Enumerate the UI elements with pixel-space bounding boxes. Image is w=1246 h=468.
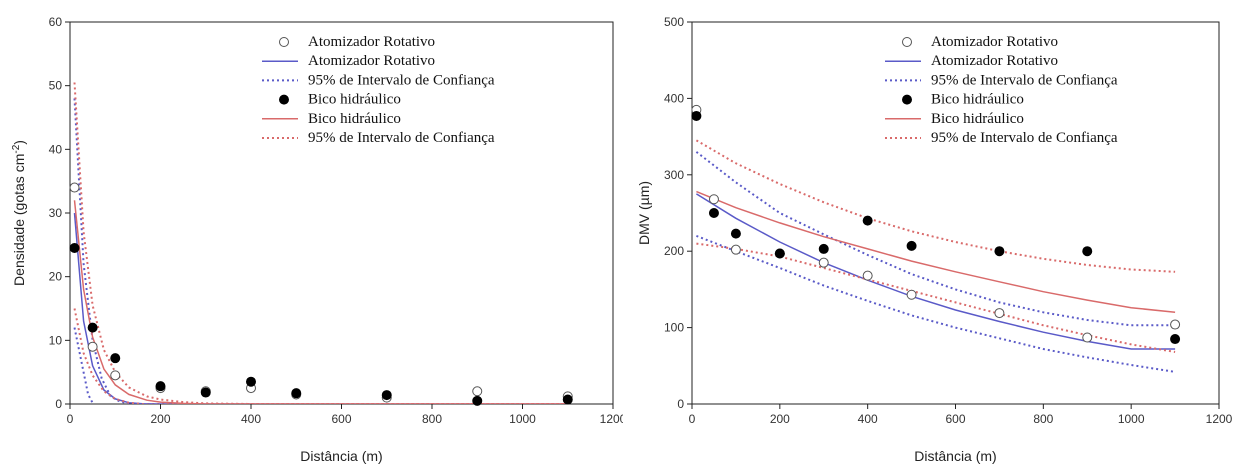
- y-axis-title-end: ): [11, 140, 27, 145]
- bico-point: [708, 208, 719, 218]
- legend-label: Bico hidráulico: [931, 111, 1024, 127]
- y-tick-label: 20: [49, 270, 63, 284]
- x-tick-label: 0: [689, 412, 696, 426]
- x-tick-label: 400: [858, 412, 878, 426]
- legend-marker: [279, 37, 289, 47]
- legend: Atomizador Rotativo Atomizador Rotativo 95…: [885, 34, 1118, 146]
- x-tick-label: 600: [331, 412, 351, 426]
- legend-label: Atomizador Rotativo: [931, 34, 1058, 50]
- confidence-band-line-7: [73, 308, 568, 404]
- legend-label: Atomizador Rotativo: [308, 53, 435, 69]
- atomizador-point: [87, 341, 98, 352]
- bico-point: [1082, 246, 1093, 257]
- legend-marker: [279, 94, 289, 105]
- legend-label: Bico hidráulico: [931, 92, 1024, 108]
- x-tick-label: 0: [67, 412, 74, 426]
- y-axis-title-main: DMV (µm): [636, 181, 652, 245]
- y-tick-label: 200: [664, 244, 684, 258]
- bico-point: [472, 395, 483, 406]
- bico-point: [69, 243, 80, 254]
- fit-line-2: [73, 212, 568, 404]
- legend: Atomizador Rotativo Atomizador Rotativo 95…: [262, 34, 495, 146]
- bico-point: [818, 243, 829, 254]
- bico-point: [246, 376, 256, 387]
- atomizador-point: [862, 270, 873, 281]
- y-tick-label: 30: [49, 206, 63, 220]
- bico-point: [862, 215, 873, 226]
- legend-label: 95% de Intervalo de Confiança: [308, 130, 495, 146]
- bico-point: [691, 110, 702, 121]
- bico-point: [381, 390, 392, 401]
- bico-point: [87, 322, 98, 333]
- y-tick-label: 0: [677, 397, 684, 411]
- y-axis-title: DMV (µm): [636, 181, 652, 245]
- fit-line-2: [696, 193, 1176, 350]
- bico-point: [110, 353, 121, 364]
- confidence-band-line-7: [696, 242, 1176, 353]
- y-axis-title-main: Densidade (gotas cm: [11, 154, 27, 286]
- atomizador-point: [1082, 332, 1093, 343]
- bico-point: [774, 248, 785, 259]
- y-tick-label: 0: [55, 397, 62, 411]
- fit-line-5: [73, 200, 568, 404]
- legend-label: Bico hidráulico: [308, 111, 401, 127]
- x-axis-title: Distância (m): [914, 448, 996, 464]
- atomizador-point: [994, 308, 1005, 319]
- confidence-band-line-3: [73, 98, 568, 404]
- atomizador-point: [708, 194, 719, 205]
- bico-point: [291, 388, 302, 399]
- confidence-band-line-4: [696, 234, 1176, 373]
- fit-line-5: [696, 190, 1176, 314]
- x-tick-label: 1200: [1206, 412, 1233, 426]
- y-tick-label: 300: [664, 168, 684, 182]
- bico-point: [906, 240, 917, 251]
- legend-label: Atomizador Rotativo: [931, 53, 1058, 69]
- legend-marker: [902, 94, 912, 105]
- atomizador-point: [69, 182, 80, 193]
- x-tick-label: 1000: [1118, 412, 1145, 426]
- y-axis-title-superscript: -2: [11, 144, 22, 153]
- legend-label: 95% de Intervalo de Confiança: [931, 72, 1118, 88]
- confidence-band-line-3: [695, 151, 1176, 327]
- x-tick-label: 400: [241, 412, 261, 426]
- bico-point: [730, 228, 741, 239]
- y-tick-label: 100: [664, 321, 684, 335]
- legend-label: 95% de Intervalo de Confiança: [931, 130, 1118, 146]
- x-tick-label: 600: [945, 412, 965, 426]
- plot-area: [695, 139, 1176, 373]
- x-tick-label: 1200: [600, 412, 623, 426]
- dmv-chart: 0 200 400 600 800 1000 1200 0 100 200 300 400 500 Dis…: [636, 15, 1233, 464]
- y-tick-label: 50: [49, 79, 63, 93]
- atomizador-point: [906, 289, 917, 300]
- confidence-band-line-6: [695, 139, 1176, 273]
- y-tick-label: 10: [49, 333, 63, 347]
- y-tick-label: 400: [664, 91, 684, 105]
- atomizador-point: [730, 244, 741, 255]
- atomizador-point: [1170, 319, 1181, 330]
- atomizador-point: [472, 386, 483, 397]
- x-tick-label: 200: [150, 412, 170, 426]
- legend-label: Atomizador Rotativo: [308, 34, 435, 50]
- y-axis-title: Densidade (gotas cm-2): [11, 140, 27, 286]
- x-tick-label: 800: [1033, 412, 1053, 426]
- bico-point: [155, 381, 166, 392]
- x-tick-label: 1000: [509, 412, 536, 426]
- y-tick-label: 40: [49, 142, 63, 156]
- bico-point: [562, 394, 573, 405]
- bico-point: [994, 246, 1005, 257]
- x-tick-label: 200: [770, 412, 790, 426]
- bico-point: [200, 387, 211, 398]
- atomizador-point: [110, 370, 121, 381]
- density-chart: 0 200 400 600 800 1000 1200 0 10 20 30 40 50 60 Distân…: [11, 15, 623, 464]
- x-tick-label: 800: [422, 412, 442, 426]
- x-axis-title: Distância (m): [300, 448, 382, 464]
- legend-label: 95% de Intervalo de Confiança: [308, 72, 495, 88]
- y-tick-label: 60: [49, 15, 63, 29]
- bico-point: [1170, 334, 1181, 345]
- y-tick-label: 500: [664, 15, 684, 29]
- atomizador-point: [818, 257, 829, 268]
- legend-marker: [902, 37, 912, 47]
- legend-label: Bico hidráulico: [308, 92, 401, 108]
